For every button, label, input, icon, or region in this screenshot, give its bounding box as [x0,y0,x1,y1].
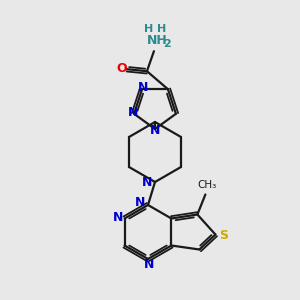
Text: N: N [135,196,145,209]
Text: N: N [128,106,138,119]
Text: N: N [144,259,154,272]
Text: S: S [219,229,228,242]
Text: N: N [142,176,152,190]
Text: H: H [157,24,167,34]
Text: NH: NH [147,34,167,47]
Text: N: N [150,124,160,136]
Text: CH₃: CH₃ [198,179,217,190]
Text: N: N [138,81,148,94]
Text: N: N [112,211,123,224]
Text: O: O [117,62,127,75]
Text: H: H [144,24,154,34]
Text: 2: 2 [163,39,171,49]
